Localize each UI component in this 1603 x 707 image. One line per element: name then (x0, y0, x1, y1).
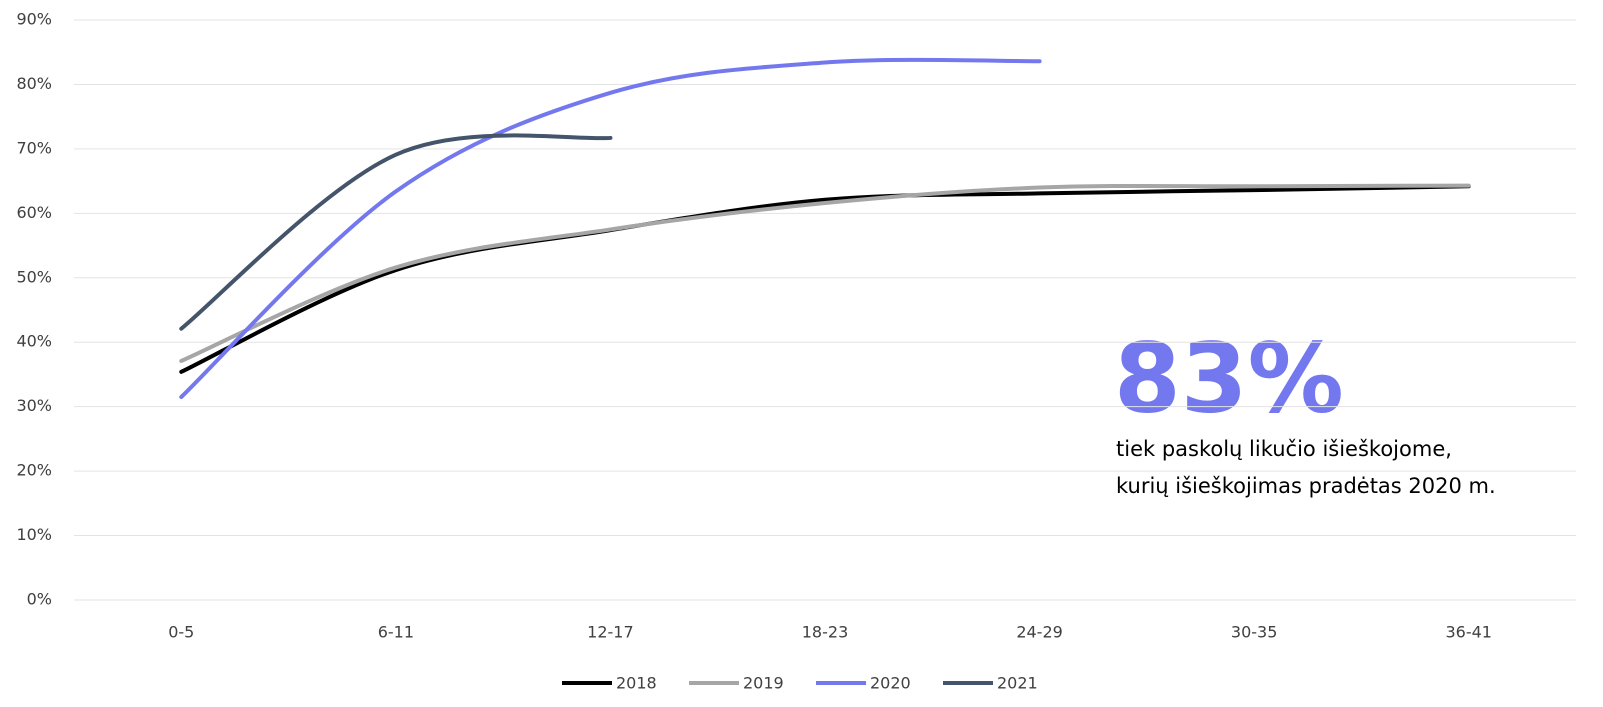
x-tick-label: 36-41 (1445, 623, 1492, 642)
y-tick-label: 10% (16, 525, 52, 544)
line-series (179, 57, 1042, 399)
legend-label: 2020 (870, 674, 911, 693)
line-series (179, 183, 1471, 363)
y-tick-label: 60% (16, 203, 52, 222)
x-tick-label: 18-23 (802, 623, 849, 642)
legend-label: 2021 (997, 674, 1038, 693)
x-tick-label: 6-11 (378, 623, 414, 642)
y-tick-label: 90% (16, 10, 52, 29)
y-tick-label: 40% (16, 332, 52, 351)
legend-label: 2019 (743, 674, 784, 693)
y-tick-label: 20% (16, 461, 52, 480)
x-tick-label: 12-17 (587, 623, 634, 642)
line-series (179, 133, 613, 331)
y-tick-label: 0% (27, 590, 52, 609)
y-tick-label: 70% (16, 138, 52, 157)
y-tick-label: 30% (16, 396, 52, 415)
line-series (179, 184, 1471, 374)
annotation-value: 83% (1114, 322, 1344, 434)
x-tick-label: 0-5 (168, 623, 194, 642)
y-tick-label: 80% (16, 74, 52, 93)
legend-label: 2018 (616, 674, 657, 693)
x-tick-label: 24-29 (1016, 623, 1063, 642)
annotation-text: tiek paskolų likučio išieškojome, (1116, 437, 1452, 461)
x-tick-label: 30-35 (1231, 623, 1278, 642)
y-tick-label: 50% (16, 267, 52, 286)
annotation-text: kurių išieškojimas pradėtas 2020 m. (1116, 474, 1496, 498)
